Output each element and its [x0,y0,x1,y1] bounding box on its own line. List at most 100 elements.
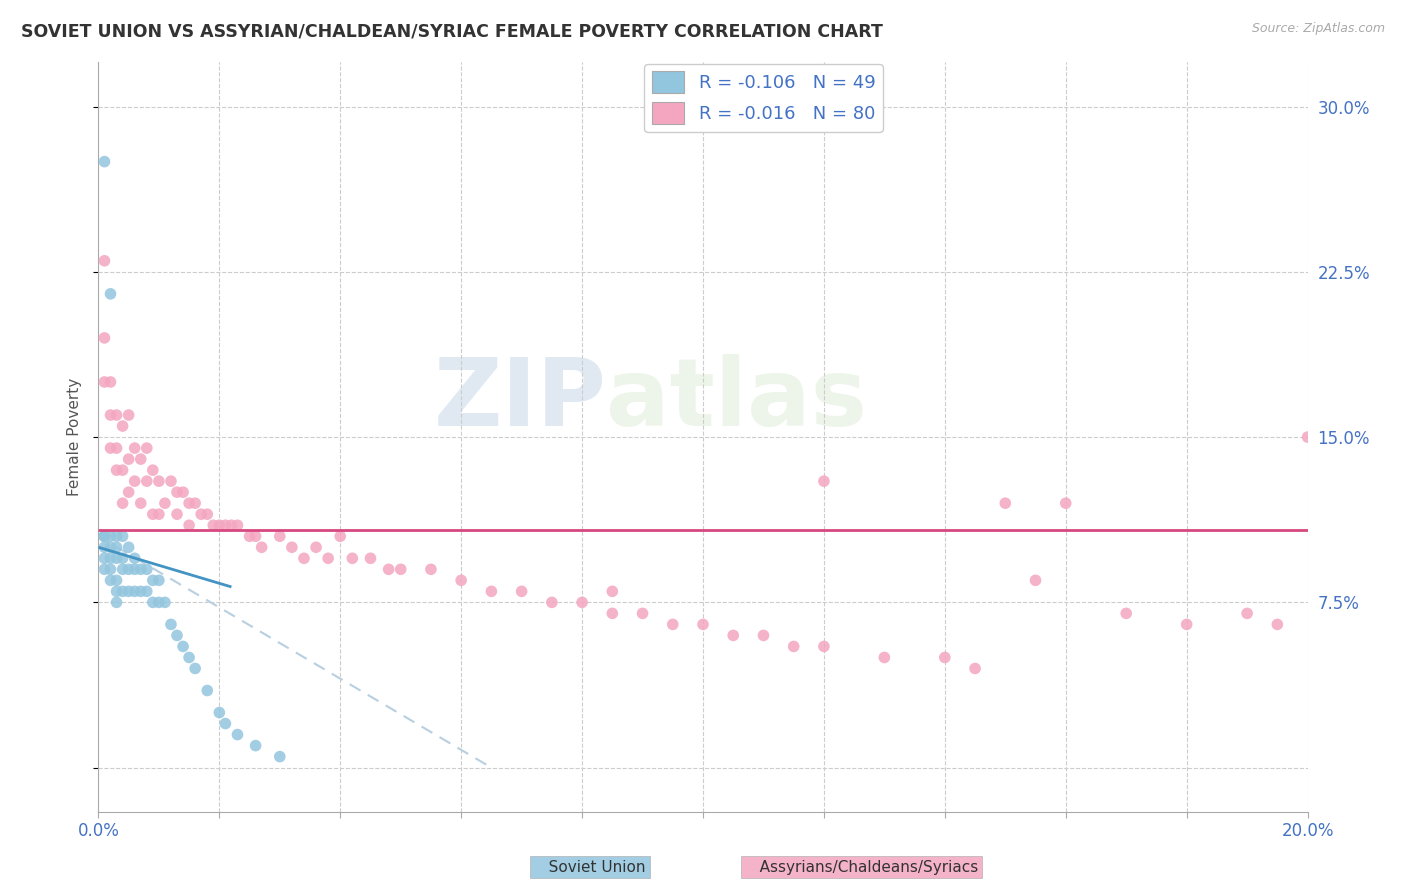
Point [100,286,122,301]
Point [214,518,236,533]
Point [1115,607,1137,621]
Point [111,496,134,510]
Point [118,452,141,467]
Point [100,562,122,576]
Point [111,529,134,543]
Point [135,441,157,455]
Point [934,650,956,665]
Point [93,253,115,268]
Point [1267,617,1289,632]
Point [540,595,562,609]
Point [129,584,152,599]
Point [142,463,165,477]
Text: Assyrians/Chaldeans/Syriacs: Assyrians/Chaldeans/Syriacs [745,860,979,874]
Point [250,541,273,555]
Point [93,562,115,576]
Point [602,607,624,621]
Point [245,739,267,753]
Point [190,507,212,521]
Point [93,551,115,566]
Point [813,640,835,654]
Point [195,507,218,521]
Point [118,485,141,500]
Point [111,584,134,599]
Point [342,551,364,566]
Point [783,640,806,654]
Point [100,441,122,455]
Point [389,562,412,576]
Point [179,650,201,665]
Point [135,584,157,599]
Point [510,584,533,599]
Point [129,496,152,510]
Point [111,562,134,576]
Point [100,375,122,389]
Text: ZIP: ZIP [433,353,606,446]
Point [129,452,152,467]
Point [124,474,146,488]
Point [124,551,146,566]
Point [752,628,775,642]
Point [208,518,231,533]
Point [305,541,328,555]
Point [118,541,141,555]
Point [269,529,291,543]
Point [105,574,128,588]
Point [481,584,503,599]
Point [100,574,122,588]
Point [166,628,188,642]
Point [602,584,624,599]
Point [166,485,188,500]
Point [105,595,128,609]
Point [184,496,207,510]
Point [965,661,987,675]
Point [813,474,835,488]
Point [450,574,472,588]
Point [148,595,170,609]
Point [93,529,115,543]
Point [105,551,128,566]
Point [93,529,115,543]
Y-axis label: Female Poverty: Female Poverty [66,378,82,496]
Point [195,683,218,698]
Point [179,496,201,510]
Point [100,529,122,543]
Text: atlas: atlas [606,353,868,446]
Point [239,529,262,543]
Point [111,463,134,477]
Text: Source: ZipAtlas.com: Source: ZipAtlas.com [1251,22,1385,36]
Point [1024,574,1046,588]
Point [329,529,352,543]
Point [153,496,176,510]
Point [208,706,231,720]
Point [1296,430,1319,444]
Point [105,441,128,455]
Point [142,595,165,609]
Point [160,617,183,632]
Point [281,541,304,555]
Point [118,584,141,599]
Point [377,562,399,576]
Point [148,574,170,588]
Point [100,551,122,566]
Point [360,551,382,566]
Point [994,496,1017,510]
Point [184,661,207,675]
Point [111,551,134,566]
Point [105,463,128,477]
Point [316,551,339,566]
Point [93,331,115,345]
Point [1175,617,1198,632]
Point [723,628,745,642]
Point [124,584,146,599]
Point [1236,607,1258,621]
Point [105,408,128,422]
Point [631,607,654,621]
Point [214,716,236,731]
Point [135,562,157,576]
Point [571,595,593,609]
Point [93,529,115,543]
Point [100,541,122,555]
Point [142,507,165,521]
Point [245,529,267,543]
